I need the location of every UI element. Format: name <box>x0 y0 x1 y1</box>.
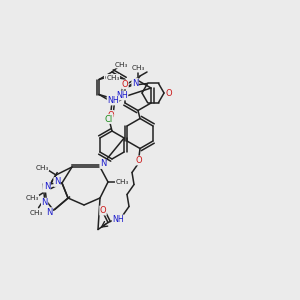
Text: N: N <box>44 182 50 190</box>
Text: O: O <box>136 156 142 165</box>
Text: S: S <box>43 182 49 192</box>
Text: NH: NH <box>116 91 128 100</box>
Text: NH: NH <box>107 96 119 105</box>
Text: CH₃: CH₃ <box>30 210 43 216</box>
Text: O: O <box>108 110 114 119</box>
Text: O: O <box>100 206 106 215</box>
Text: Cl: Cl <box>105 115 113 124</box>
Text: CH₃: CH₃ <box>25 195 39 201</box>
Text: CH₃: CH₃ <box>104 74 118 80</box>
Text: O: O <box>166 88 172 98</box>
Text: CH₃: CH₃ <box>131 65 145 71</box>
Text: NH: NH <box>112 215 124 224</box>
Text: N: N <box>100 160 106 169</box>
Text: N: N <box>46 208 53 217</box>
Text: N: N <box>54 178 60 187</box>
Text: CH₃: CH₃ <box>35 165 49 171</box>
Text: CH₃: CH₃ <box>106 74 120 80</box>
Text: N: N <box>132 79 138 88</box>
Text: CH₃: CH₃ <box>115 179 129 185</box>
Text: O: O <box>122 80 128 89</box>
Text: CH₃: CH₃ <box>114 62 128 68</box>
Text: N: N <box>41 198 48 207</box>
